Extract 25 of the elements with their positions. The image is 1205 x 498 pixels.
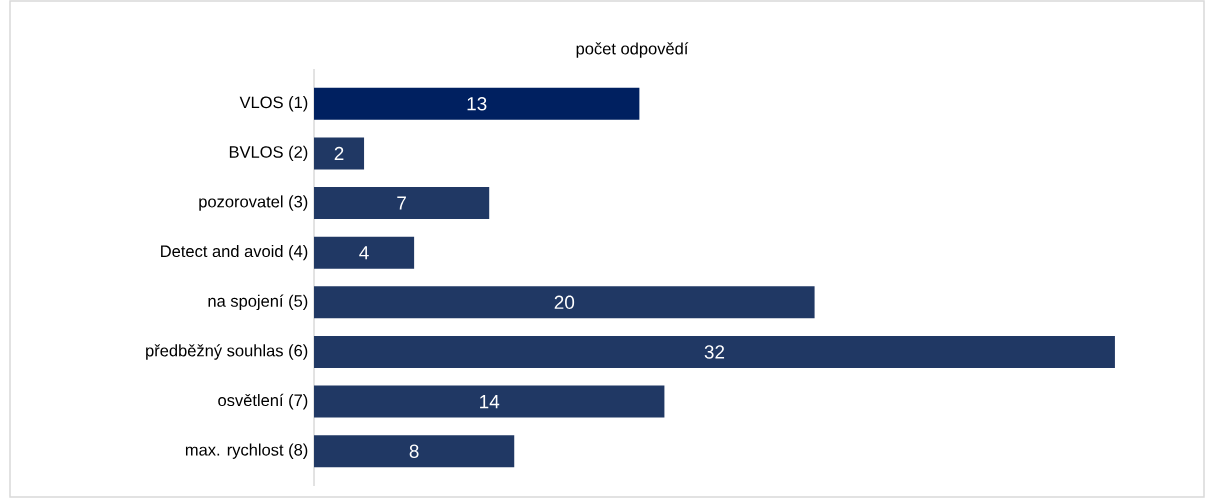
y-tick-label: VLOS (1) <box>239 96 308 112</box>
y-tick-label: pozorovatel (3) <box>199 195 308 211</box>
y-tick-label: max. rychlost (8) <box>185 443 308 459</box>
bar <box>314 236 415 269</box>
y-tick-label: osvětlení (7) <box>218 393 308 410</box>
data-label: 20 <box>554 295 575 310</box>
data-label: 13 <box>467 97 487 111</box>
data-label: 14 <box>480 395 500 409</box>
data-label: 32 <box>704 345 725 359</box>
y-tick-label: na spojení (5) <box>208 294 308 311</box>
bar <box>314 137 365 170</box>
y-tick-label: Detect and avoid (4) <box>161 244 308 261</box>
y-tick-label: předběžný souhlas (6) <box>146 344 308 360</box>
y-tick-label: BVLOS (2) <box>229 145 308 162</box>
data-label: 4 <box>359 246 369 260</box>
data-label: 8 <box>409 444 419 458</box>
bar <box>314 335 1115 368</box>
bar <box>314 187 490 220</box>
data-label: 2 <box>334 146 344 161</box>
data-label: 7 <box>397 196 406 210</box>
bar <box>314 385 665 418</box>
chart-title: počet odpovědí <box>576 42 689 58</box>
bar <box>314 286 815 319</box>
bar <box>314 87 640 120</box>
bar <box>314 435 515 468</box>
